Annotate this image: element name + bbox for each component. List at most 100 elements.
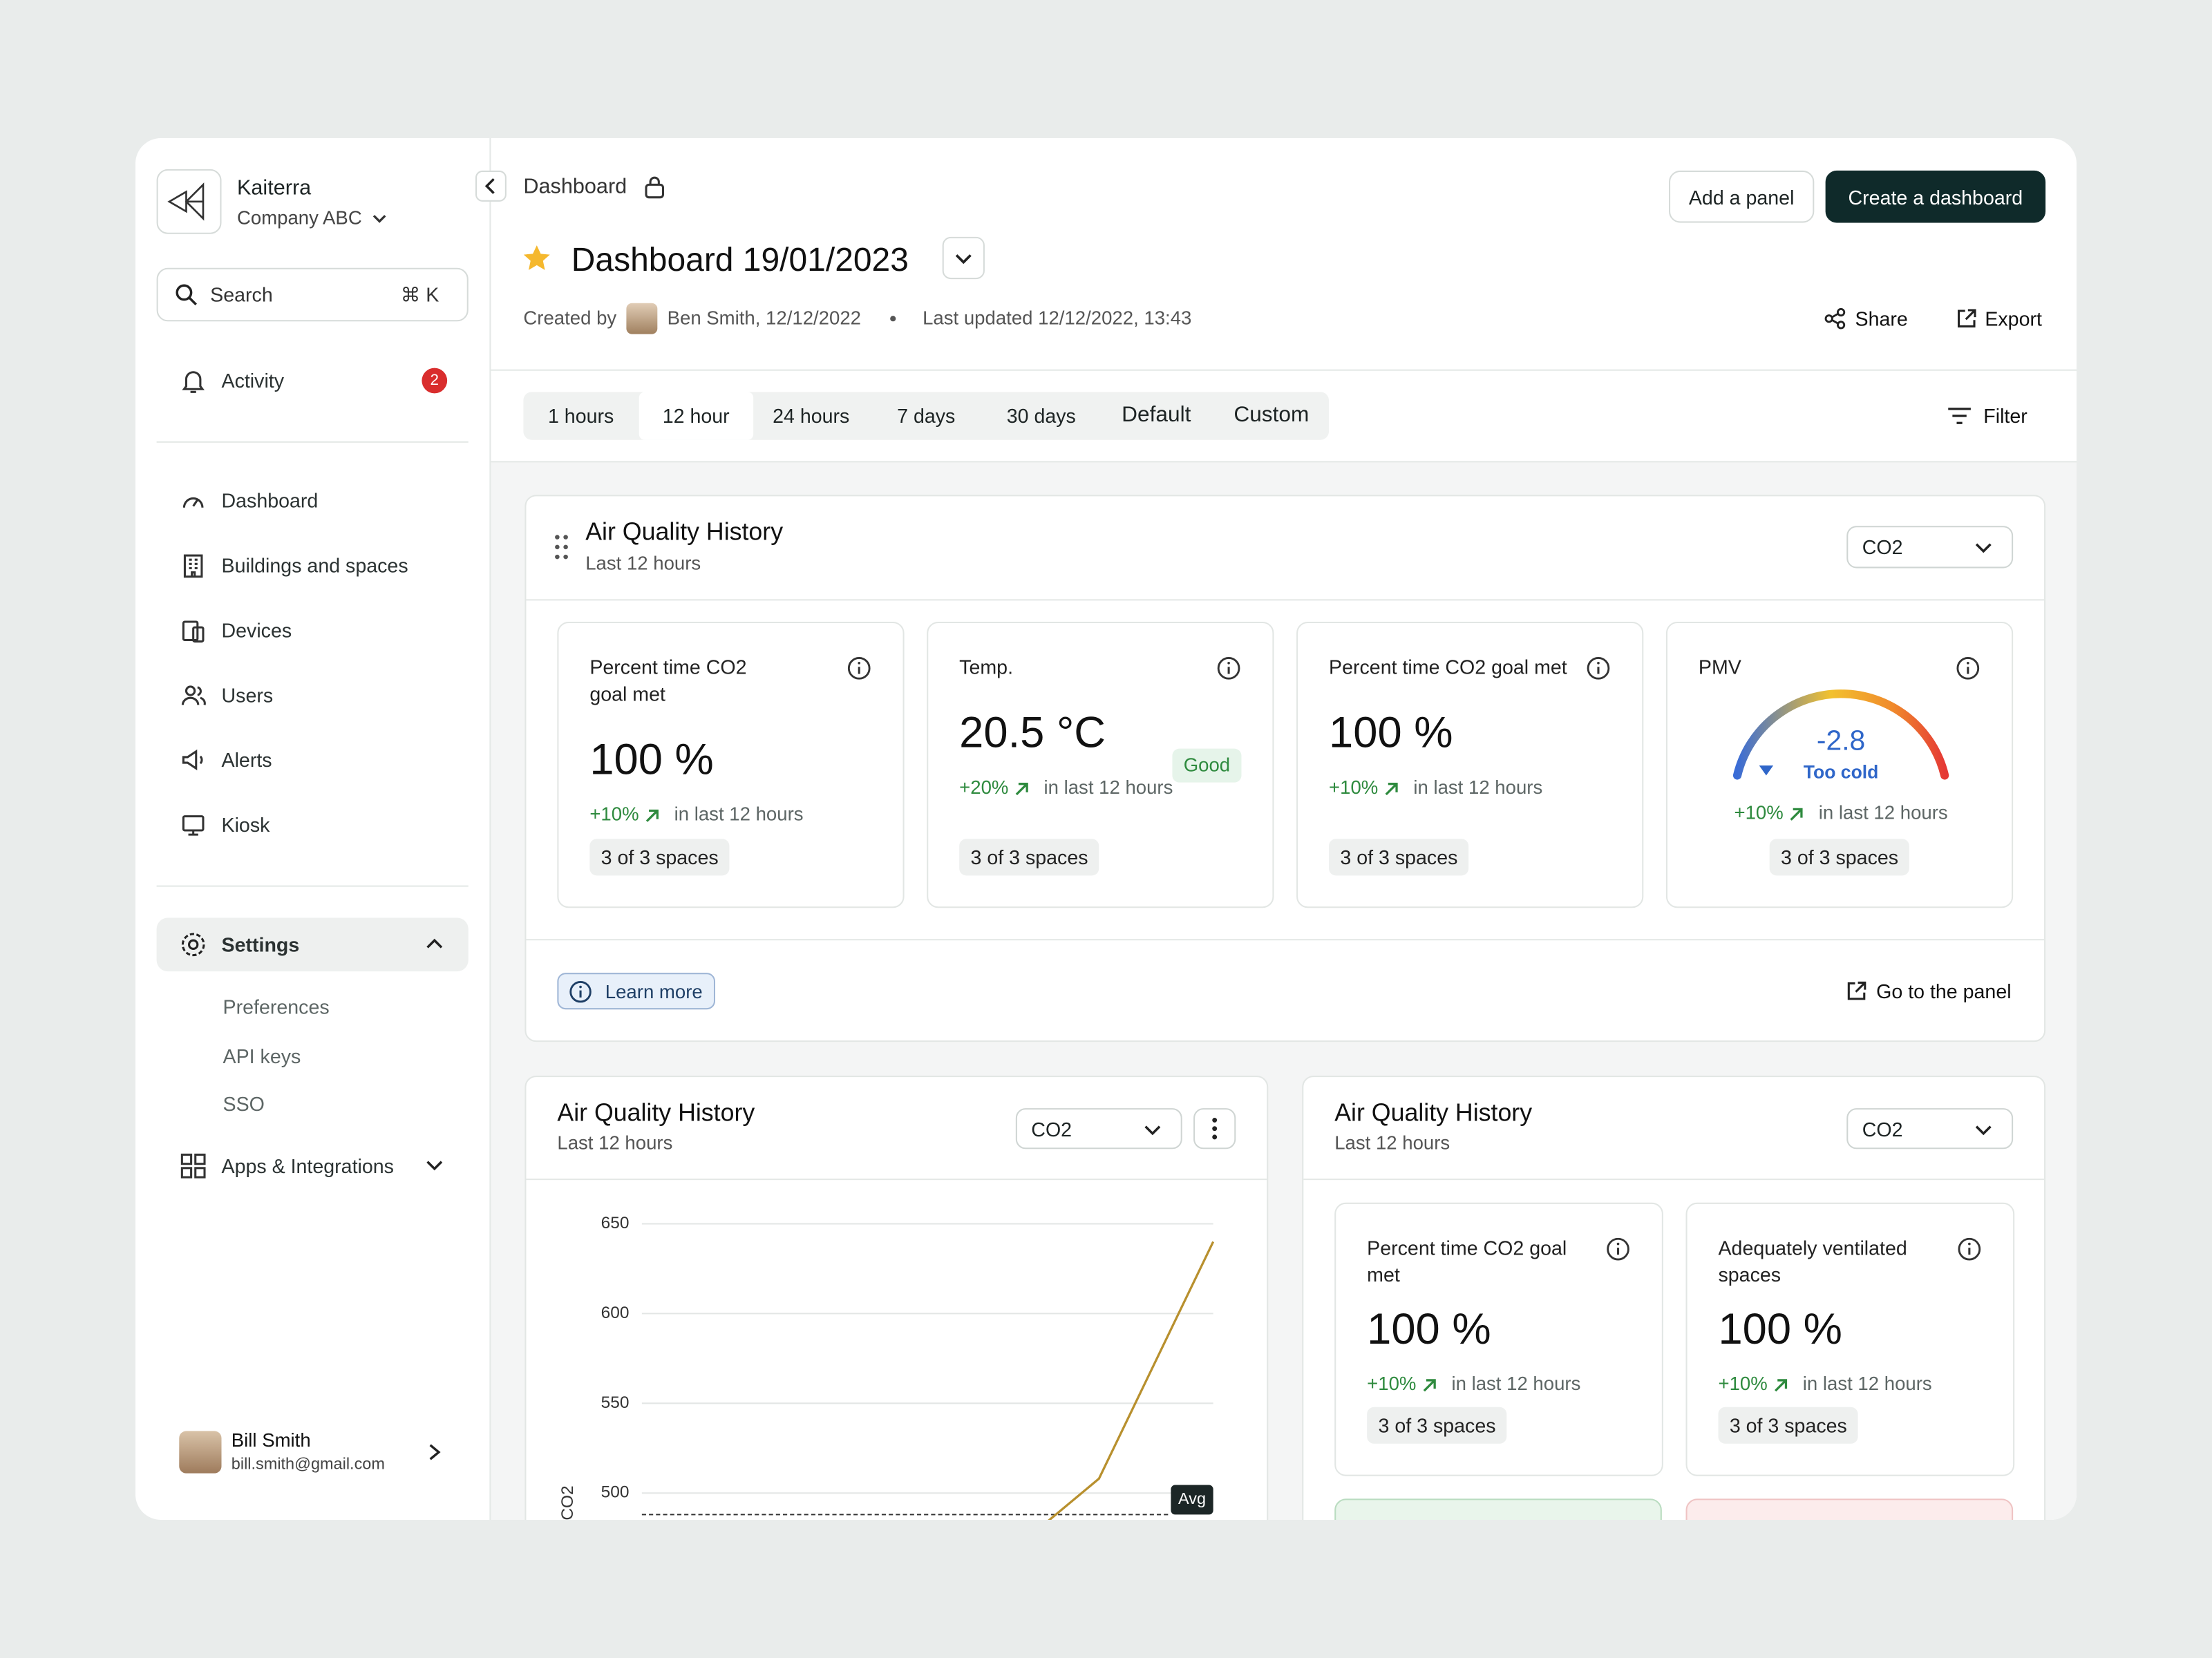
stat-card: Percent time CO2 goal met 100 % +10% in las… bbox=[557, 621, 905, 908]
chevron-down bbox=[426, 1161, 443, 1171]
panel-title: Air Quality History bbox=[585, 517, 784, 546]
info-icon[interactable] bbox=[1216, 656, 1242, 681]
collapse-button[interactable] bbox=[475, 170, 507, 202]
icon-part bbox=[555, 535, 568, 560]
icon-part bbox=[1948, 408, 1971, 424]
info-icon[interactable] bbox=[1586, 656, 1611, 681]
icon-part bbox=[645, 183, 665, 199]
time-tab[interactable]: 1 hours bbox=[547, 404, 614, 428]
data-line bbox=[1048, 1241, 1215, 1520]
time-tab[interactable]: 7 days bbox=[897, 404, 956, 428]
filter[interactable]: Filter bbox=[1983, 404, 2027, 428]
select-value: CO2 bbox=[1862, 535, 1903, 559]
divider bbox=[156, 885, 469, 887]
icon-part bbox=[180, 1153, 193, 1165]
add-panel-button[interactable]: Add a panel bbox=[1669, 170, 1815, 223]
chevron-left bbox=[484, 178, 495, 194]
metric-select[interactable]: CO2 bbox=[1015, 1108, 1182, 1150]
nav-item[interactable]: Buildings and spaces bbox=[221, 554, 408, 577]
time-tab[interactable]: 24 hours bbox=[773, 404, 850, 428]
change-value: +10% bbox=[1329, 776, 1379, 799]
create-dashboard-button[interactable]: Create a dashboard bbox=[1825, 170, 2046, 223]
time-tab[interactable]: 30 days bbox=[1006, 404, 1076, 428]
icon-part bbox=[183, 554, 203, 578]
divider bbox=[526, 1179, 1267, 1181]
trend-arrow bbox=[1385, 782, 1398, 795]
select-value: CO2 bbox=[1031, 1118, 1072, 1141]
time-tabs: 1 hours 12 hour 24 hours 7 days 30 days Defau… bbox=[523, 392, 1330, 440]
stat-card: PMV -2.8 Too cold +10% in last 12 hours 3 of… bbox=[1665, 621, 2014, 908]
chevron-down bbox=[372, 215, 386, 223]
card-value: 100 % bbox=[589, 734, 714, 784]
breadcrumb[interactable]: Dashboard bbox=[523, 175, 627, 199]
chevron-down bbox=[1975, 1125, 1992, 1136]
title-dropdown[interactable] bbox=[942, 236, 985, 280]
settings-subitem[interactable]: Preferences bbox=[223, 995, 330, 1018]
go-to-panel[interactable]: Go to the panel bbox=[1876, 980, 2012, 1003]
export-icon bbox=[1958, 309, 1976, 327]
time-tab[interactable]: Default bbox=[1122, 403, 1191, 428]
nav-item[interactable]: Devices bbox=[221, 618, 292, 642]
icon-part bbox=[1847, 981, 1866, 1000]
card-body: Percent time CO2 goal met 100 % +10% in las… bbox=[589, 654, 871, 828]
time-tab[interactable]: Custom bbox=[1233, 403, 1310, 428]
info-icon[interactable] bbox=[1605, 1237, 1631, 1262]
icon-part bbox=[563, 544, 568, 550]
activity-badge: 2 bbox=[422, 368, 448, 394]
chevron-right[interactable] bbox=[426, 1442, 443, 1462]
card-value: 20.5 °C bbox=[959, 707, 1106, 757]
icon-part bbox=[1836, 307, 1846, 317]
settings-subitem[interactable]: SSO bbox=[223, 1092, 265, 1116]
nav-item[interactable]: Kiosk bbox=[221, 813, 270, 837]
icon-part bbox=[1836, 321, 1846, 330]
icon-part bbox=[1831, 312, 1839, 325]
nav-activity[interactable]: Activity bbox=[221, 369, 285, 392]
icon-part bbox=[1587, 657, 1610, 680]
icon-part bbox=[1144, 1125, 1161, 1136]
change-period: in last 12 hours bbox=[1413, 776, 1543, 799]
settings-subitem[interactable]: API keys bbox=[223, 1044, 301, 1067]
nav-item[interactable]: Dashboard bbox=[221, 489, 319, 512]
brand: Kaiterra bbox=[236, 176, 312, 200]
y-tick-label: 600 bbox=[601, 1304, 630, 1322]
header-border bbox=[491, 369, 2077, 371]
info-icon[interactable] bbox=[847, 656, 872, 681]
info-icon[interactable] bbox=[1956, 1237, 1982, 1262]
spaces-pill: 3 of 3 spaces bbox=[1367, 1407, 1507, 1444]
search-box[interactable] bbox=[156, 267, 469, 322]
company[interactable]: Company ABC bbox=[236, 207, 362, 229]
icon-part bbox=[188, 296, 197, 306]
icon-part bbox=[192, 499, 199, 507]
learn-more-button[interactable]: Learn more bbox=[557, 973, 716, 1010]
settings-item[interactable] bbox=[156, 917, 469, 972]
metric-select[interactable]: CO2 bbox=[1846, 1108, 2014, 1150]
time-tab[interactable]: 12 hour bbox=[638, 392, 754, 440]
spaces-pill: 3 of 3 spaces bbox=[589, 839, 730, 876]
change-period: in last 12 hours bbox=[1818, 802, 1948, 823]
star-icon[interactable] bbox=[522, 244, 551, 272]
more-button[interactable] bbox=[1193, 1108, 1236, 1150]
info-icon[interactable] bbox=[1955, 656, 1981, 681]
card-label: Percent time CO2 goal met bbox=[1367, 1236, 1567, 1286]
change-period: in last 12 hours bbox=[1451, 1373, 1581, 1395]
nav-item[interactable]: Alerts bbox=[221, 748, 272, 772]
card-value: 100 % bbox=[1718, 1304, 1842, 1354]
export[interactable]: Export bbox=[1985, 307, 2042, 330]
nav-apps[interactable]: Apps & Integrations bbox=[221, 1154, 394, 1178]
drag-handle[interactable] bbox=[553, 533, 569, 561]
icon-part bbox=[182, 497, 204, 508]
user-avatar bbox=[179, 1431, 222, 1474]
card-value: 100 % bbox=[1329, 707, 1453, 757]
card-label: PMV bbox=[1698, 655, 1741, 678]
icon-part bbox=[372, 215, 386, 223]
y-axis-title: CO2 bbox=[558, 1485, 577, 1520]
card-label: Temp. bbox=[959, 655, 1014, 678]
icon-part bbox=[555, 554, 560, 560]
nav-item[interactable]: Users bbox=[221, 683, 274, 707]
logo bbox=[156, 169, 222, 234]
card-body: Percent time CO2 goal met 100 % +10% in las… bbox=[1329, 654, 1611, 801]
metric-select[interactable]: CO2 bbox=[1846, 526, 2014, 569]
share[interactable]: Share bbox=[1855, 307, 1908, 330]
gauge-status: Too cold bbox=[1803, 761, 1879, 783]
chevron-down bbox=[1975, 543, 1992, 553]
